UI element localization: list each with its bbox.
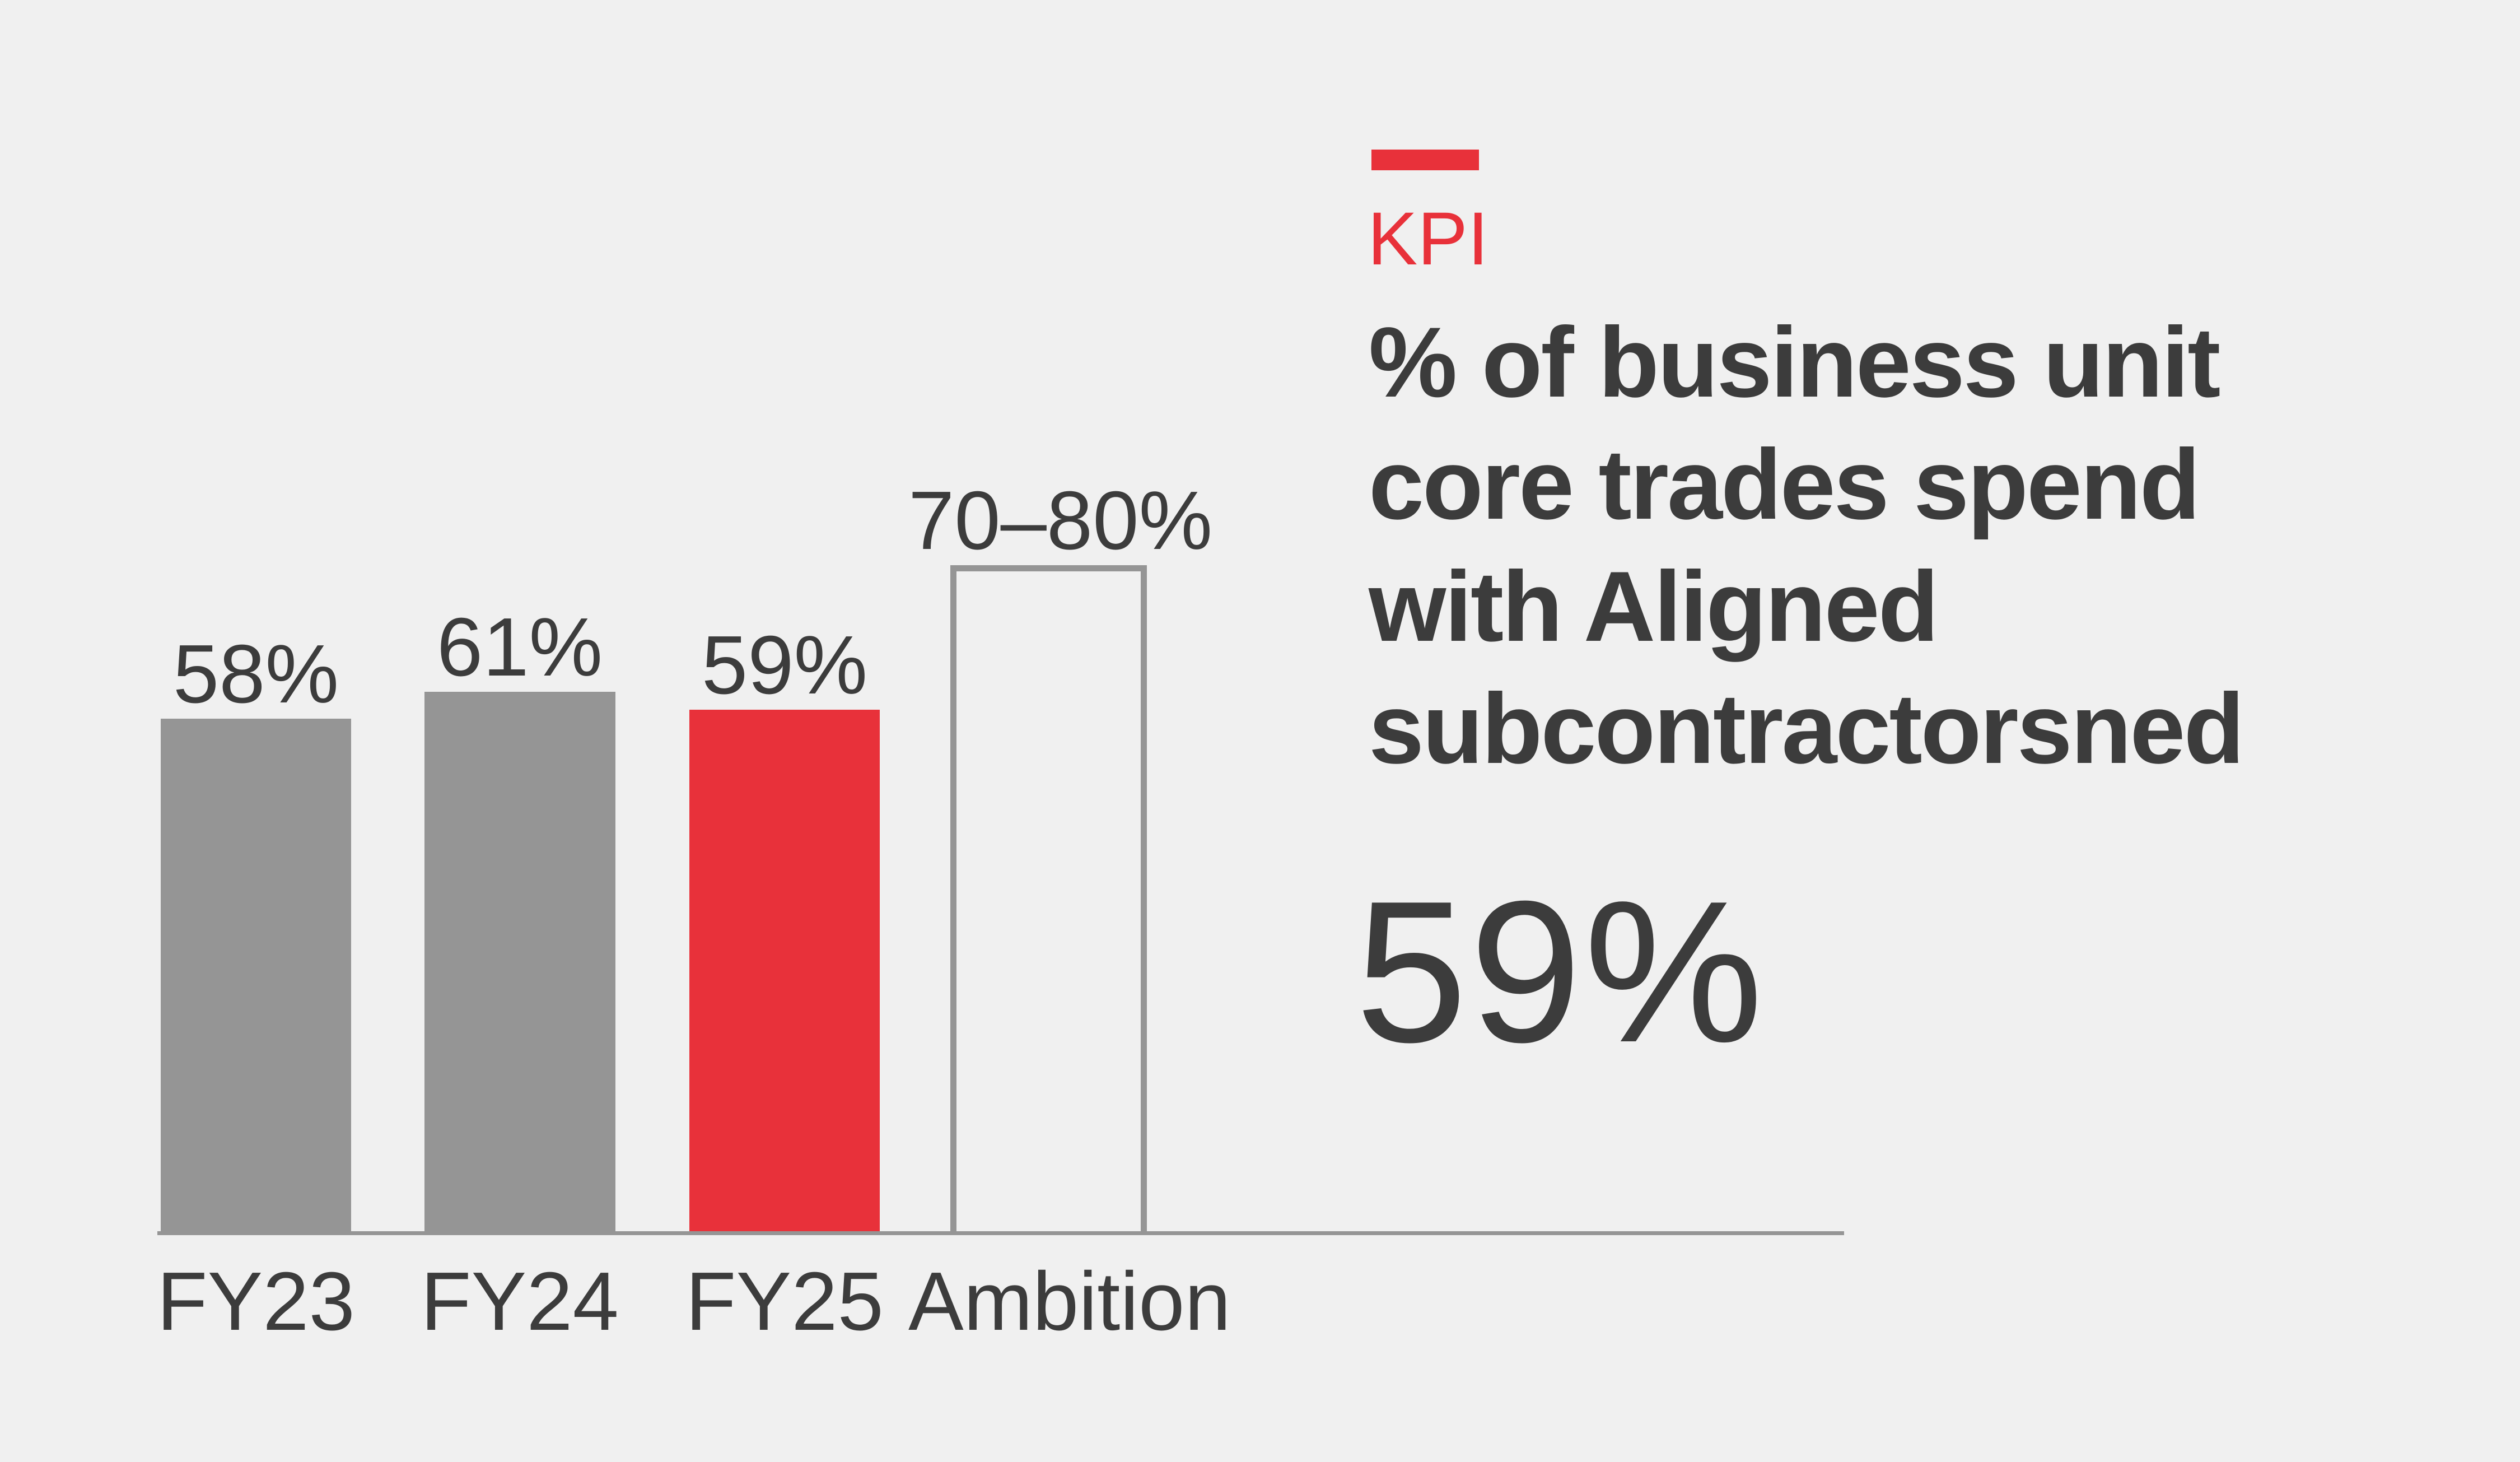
kpi-tag: KPI: [1368, 197, 1488, 281]
x-label-fy25: FY25: [685, 1255, 884, 1348]
bar-ambition: [950, 565, 1147, 1231]
value-label-ambition: 70–80%: [908, 474, 1213, 567]
x-label-fy24: FY24: [421, 1255, 619, 1348]
value-label-fy24: 61%: [436, 601, 603, 693]
x-axis-line: [157, 1231, 1844, 1235]
value-label-fy23: 58%: [172, 628, 339, 720]
kpi-title: % of business unit core trades spend wit…: [1369, 301, 2321, 790]
kpi-title-line-4: subcontractorsned: [1369, 673, 2244, 784]
bar-fy25: [689, 710, 880, 1231]
kpi-accent-bar: [1371, 150, 1479, 170]
kpi-title-line-3: with Aligned: [1369, 551, 1939, 662]
kpi-title-line-2: core trades spend: [1369, 429, 2200, 540]
bar-fy23: [161, 719, 351, 1231]
bar-fy24: [424, 692, 615, 1231]
x-label-ambition: Ambition: [908, 1255, 1231, 1348]
kpi-current-value: 59%: [1355, 859, 1766, 1084]
x-label-fy23: FY23: [157, 1255, 355, 1348]
value-label-fy25: 59%: [701, 619, 868, 711]
kpi-title-line-1: % of business unit: [1369, 306, 2220, 418]
